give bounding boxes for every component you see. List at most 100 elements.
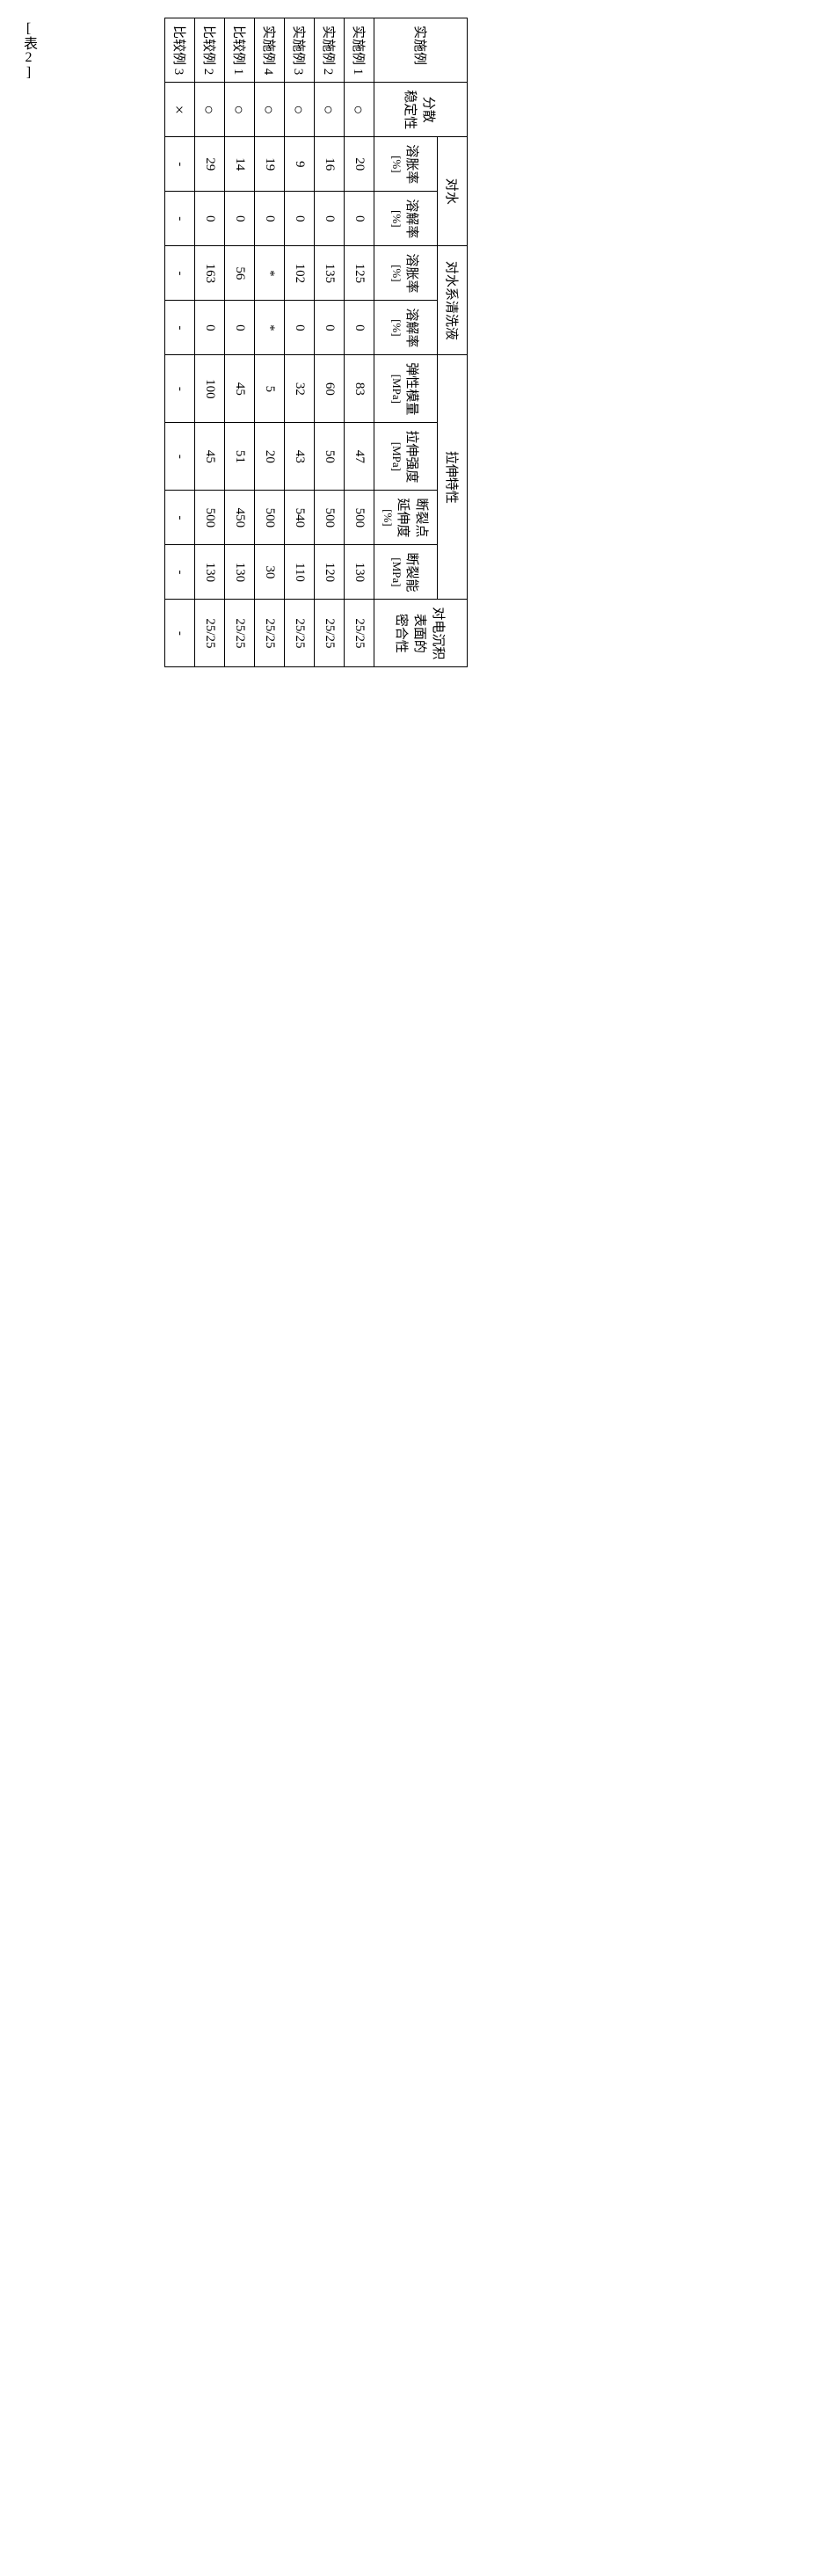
table-cell: ○ <box>255 83 285 137</box>
table-cell: 25/25 <box>315 600 345 667</box>
table-label: [表2] <box>18 18 39 80</box>
table-cell: 5 <box>255 355 285 423</box>
table-cell: * <box>255 246 285 301</box>
table-cell: 9 <box>285 137 315 192</box>
table-cell: 45 <box>225 355 255 423</box>
table-cell: 20 <box>345 137 374 192</box>
table-cell: 130 <box>225 545 255 600</box>
table-row: 实施例 3○901020324354011025/25 <box>285 18 315 667</box>
header-aq-dissolve: 溶解率[%] <box>374 301 438 355</box>
table-row: 实施例 2○1601350605050012025/25 <box>315 18 345 667</box>
table-cell: - <box>165 137 195 192</box>
header-example: 实施例 <box>374 18 468 83</box>
table-cell: 0 <box>255 192 285 246</box>
table-cell: 25/25 <box>225 600 255 667</box>
table-body: 实施例 1○2001250834750013025/25实施例 2○160135… <box>165 18 374 667</box>
header-elongation: 断裂点延伸度[%] <box>374 491 438 545</box>
table-cell: 0 <box>285 301 315 355</box>
table-row: 比较例 3×--------- <box>165 18 195 667</box>
table-cell: 20 <box>255 423 285 491</box>
table-row: 实施例 1○2001250834750013025/25 <box>345 18 374 667</box>
table-cell: - <box>165 491 195 545</box>
table-cell: 16 <box>315 137 345 192</box>
table-row: 比较例 1○140560455145013025/25 <box>225 18 255 667</box>
table-cell: 30 <box>255 545 285 600</box>
table-cell: 500 <box>315 491 345 545</box>
table-cell: 47 <box>345 423 374 491</box>
table-cell: 540 <box>285 491 315 545</box>
table-cell: 19 <box>255 137 285 192</box>
table-cell: 实施例 1 <box>345 18 374 83</box>
table-cell: 14 <box>225 137 255 192</box>
table-row: 实施例 4○190**5205003025/25 <box>255 18 285 667</box>
table-cell: * <box>255 301 285 355</box>
table-cell: 0 <box>195 301 225 355</box>
table-cell: ○ <box>345 83 374 137</box>
table-cell: 比较例 1 <box>225 18 255 83</box>
table-cell: ○ <box>315 83 345 137</box>
table-cell: 500 <box>345 491 374 545</box>
table-cell: ○ <box>285 83 315 137</box>
table-cell: 0 <box>315 192 345 246</box>
table-cell: 135 <box>315 246 345 301</box>
table-cell: - <box>165 355 195 423</box>
header-fracture: 断裂能[MPa] <box>374 545 438 600</box>
header-water: 对水 <box>438 137 468 246</box>
table-cell: 450 <box>225 491 255 545</box>
table-cell: - <box>165 246 195 301</box>
table-cell: 25/25 <box>255 600 285 667</box>
table-row: 比较例 2○29016301004550013025/25 <box>195 18 225 667</box>
data-table: 实施例 分散稳定性 对水 对水系清洗液 拉伸特性 对电沉积表面的密合性 溶胀率[… <box>164 18 468 667</box>
table-cell: 102 <box>285 246 315 301</box>
header-dispersion: 分散稳定性 <box>374 83 468 137</box>
table-cell: 50 <box>315 423 345 491</box>
table-cell: 110 <box>285 545 315 600</box>
header-tensile: 拉伸特性 <box>438 355 468 600</box>
table-cell: 0 <box>195 192 225 246</box>
table-cell: 比较例 2 <box>195 18 225 83</box>
table-cell: 100 <box>195 355 225 423</box>
table-cell: - <box>165 423 195 491</box>
table-cell: 0 <box>315 301 345 355</box>
table-cell: ○ <box>225 83 255 137</box>
table-cell: - <box>165 301 195 355</box>
table-cell: 130 <box>195 545 225 600</box>
table-cell: 60 <box>315 355 345 423</box>
table-cell: 25/25 <box>345 600 374 667</box>
table-cell: - <box>165 600 195 667</box>
table-cell: 25/25 <box>195 600 225 667</box>
table-cell: 0 <box>345 192 374 246</box>
table-cell: 比较例 3 <box>165 18 195 83</box>
table-cell: 125 <box>345 246 374 301</box>
table-cell: 500 <box>195 491 225 545</box>
table-cell: 实施例 4 <box>255 18 285 83</box>
table-cell: 163 <box>195 246 225 301</box>
header-aq-swell: 溶胀率[%] <box>374 246 438 301</box>
table-cell: 120 <box>315 545 345 600</box>
table-cell: - <box>165 545 195 600</box>
table-cell: 45 <box>195 423 225 491</box>
table-cell: 0 <box>225 192 255 246</box>
table-cell: 实施例 3 <box>285 18 315 83</box>
header-adhesion: 对电沉积表面的密合性 <box>374 600 468 667</box>
table-cell: 56 <box>225 246 255 301</box>
header-water-dissolve: 溶解率[%] <box>374 192 438 246</box>
table-cell: × <box>165 83 195 137</box>
header-elastic: 弹性模量[MPa] <box>374 355 438 423</box>
table-cell: 0 <box>285 192 315 246</box>
table-cell: 500 <box>255 491 285 545</box>
table-cell: 51 <box>225 423 255 491</box>
table-cell: 实施例 2 <box>315 18 345 83</box>
table-cell: ○ <box>195 83 225 137</box>
table-cell: 83 <box>345 355 374 423</box>
table-cell: 25/25 <box>285 600 315 667</box>
header-tensile-strength: 拉伸强度[MPa] <box>374 423 438 491</box>
header-water-swell: 溶胀率[%] <box>374 137 438 192</box>
table-cell: 130 <box>345 545 374 600</box>
table-cell: 0 <box>345 301 374 355</box>
table-cell: 32 <box>285 355 315 423</box>
table-cell: - <box>165 192 195 246</box>
header-aqueous: 对水系清洗液 <box>438 246 468 355</box>
table-cell: 29 <box>195 137 225 192</box>
table-cell: 43 <box>285 423 315 491</box>
